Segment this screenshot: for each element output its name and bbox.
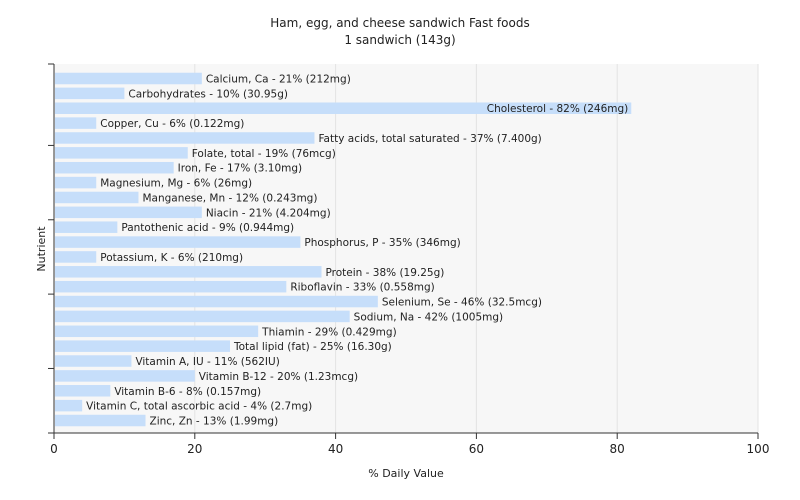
bar-label: Vitamin B-6 - 8% (0.157mg) [114,386,261,398]
bar [55,161,174,174]
bar [55,176,97,189]
bar-label: Calcium, Ca - 21% (212mg) [206,74,351,86]
bar-label: Vitamin C, total ascorbic acid - 4% (2.7… [86,401,312,413]
bar [55,102,632,114]
bar-label: Copper, Cu - 6% (0.122mg) [100,118,244,130]
bar [55,147,188,159]
bar-label: Phosphorus, P - 35% (346mg) [304,237,460,249]
bar-label: Niacin - 21% (4.204mg) [206,207,331,219]
bar-label: Potassium, K - 6% (210mg) [100,252,243,264]
bar-label: Manganese, Mn - 12% (0.243mg) [142,192,317,204]
bar [55,221,118,233]
x-tick-label: 0 [50,442,58,456]
y-axis-ticks [48,63,54,434]
bar [55,251,97,263]
x-tick-label: 40 [328,442,343,456]
x-tick-label: 60 [469,442,484,456]
bar-label: Vitamin A, IU - 11% (562IU) [135,356,279,368]
bar [55,206,202,219]
bar-label: Cholesterol - 82% (246mg) [487,103,629,115]
bar [55,355,132,367]
x-axis-ticks: 0 20 40 60 80 100 [50,433,769,456]
x-tick-label: 80 [610,442,625,456]
chart-subtitle: 1 sandwich (143g) [344,33,455,47]
bar-label: Pantothenic acid - 9% (0.944mg) [121,222,294,234]
bar-labels: Calcium, Ca - 21% (212mg) Carbohydrates -… [86,74,628,428]
bar [55,117,97,129]
bar [55,295,378,308]
bar [55,132,315,144]
bar [55,310,350,323]
bar [55,280,287,293]
bar-label: Riboflavin - 33% (0.558mg) [290,282,434,294]
x-tick-label: 20 [187,442,202,456]
y-axis-title: Nutrient [35,226,48,272]
bar-label: Fatty acids, total saturated - 37% (7.40… [318,133,541,145]
bar [55,340,230,352]
bar [55,325,259,338]
bar-label: Thiamin - 29% (0.429mg) [261,326,397,338]
bar-label: Carbohydrates - 10% (30.95g) [128,88,288,100]
bar-label: Magnesium, Mg - 6% (26mg) [100,178,252,190]
bar [55,266,322,278]
bar [55,385,111,397]
bar [55,87,125,100]
x-tick-label: 100 [747,442,770,456]
x-axis-title: % Daily Value [368,467,444,480]
bar-label: Selenium, Se - 46% (32.5mcg) [382,297,542,309]
bar-label: Folate, total - 19% (76mcg) [192,148,336,160]
bar-label: Total lipid (fat) - 25% (16.30g) [233,341,392,353]
bar [55,236,301,248]
bar-label: Iron, Fe - 17% (3.10mg) [178,163,302,175]
bar [55,414,146,427]
bar [55,191,139,204]
bar-label: Sodium, Na - 42% (1005mg) [354,311,503,323]
bar-label: Vitamin B-12 - 20% (1.23mcg) [199,371,358,383]
bars [55,72,632,427]
bar-label: Protein - 38% (19.25g) [326,267,445,279]
bar-label: Zinc, Zn - 13% (1.99mg) [150,416,279,428]
chart-title: Ham, egg, and cheese sandwich Fast foods [270,16,529,30]
bar [55,72,202,85]
bar [55,399,83,412]
bar [55,370,195,382]
